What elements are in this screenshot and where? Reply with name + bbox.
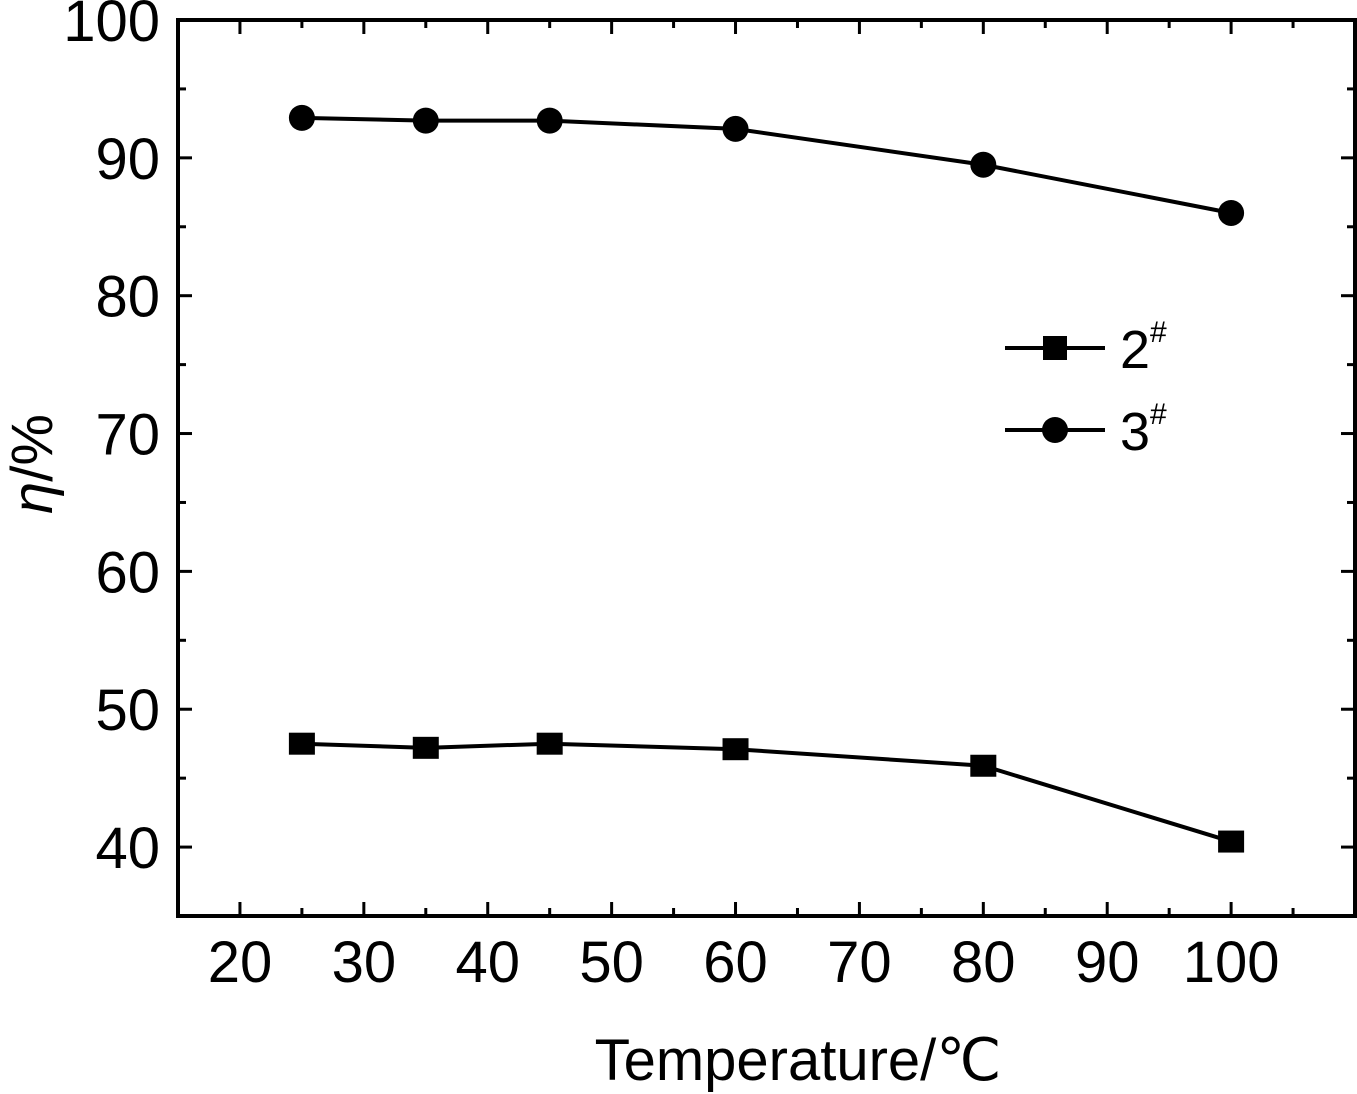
x-tick-label: 40 — [455, 930, 520, 995]
svg-text:η/%: η/% — [0, 414, 65, 514]
ticks: 20 30 40 50 60 70 80 90 100 40 50 60 70 80 90 100 — [63, 0, 1355, 995]
y-axis-title-unit: /% — [0, 414, 65, 482]
data-point-square — [412, 736, 439, 759]
data-point-circle — [1218, 199, 1245, 226]
y-axis-title: η/% — [0, 414, 65, 514]
x-tick-label: 30 — [332, 930, 397, 995]
legend-sup-series-1: # — [1150, 316, 1167, 349]
data-point-square — [970, 754, 997, 777]
legend-marker-circle — [1042, 417, 1068, 443]
data-point-circle — [970, 151, 997, 178]
y-tick-label: 60 — [95, 540, 160, 605]
data-point-circle — [288, 104, 315, 131]
data-point-square — [722, 738, 749, 761]
y-tick-label: 100 — [63, 0, 160, 54]
y-tick-label: 50 — [95, 678, 160, 743]
x-tick-label: 90 — [1075, 930, 1140, 995]
x-tick-label: 20 — [208, 930, 273, 995]
svg-text:3#: 3# — [1120, 398, 1167, 462]
data-point-square — [288, 732, 315, 755]
legend-sup-series-2: # — [1150, 398, 1167, 431]
legend-item-series-1: 2# — [1005, 316, 1167, 380]
data-point-circle — [536, 107, 563, 134]
series-2 — [288, 104, 1245, 226]
plot-frame — [176, 18, 1357, 918]
data-point-circle — [722, 115, 749, 142]
data-point-square — [536, 732, 563, 755]
y-axis-title-symbol: η — [0, 482, 65, 514]
series — [288, 104, 1245, 853]
y-tick-label: 90 — [95, 127, 160, 192]
data-point-square — [1218, 830, 1245, 853]
legend-label-series-1: 2 — [1120, 320, 1150, 380]
x-tick-label: 50 — [579, 930, 644, 995]
svg-text:2#: 2# — [1120, 316, 1167, 380]
y-tick-label: 70 — [95, 403, 160, 468]
series-1-line — [301, 741, 1232, 844]
y-tick-label: 80 — [95, 265, 160, 330]
series-1 — [288, 732, 1245, 853]
x-tick-label: 100 — [1183, 930, 1280, 995]
series-2-line — [301, 115, 1232, 215]
legend-label-series-2: 3 — [1120, 402, 1150, 462]
x-tick-label: 70 — [827, 930, 892, 995]
data-point-circle — [412, 107, 439, 134]
legend-item-series-2: 3# — [1005, 398, 1167, 462]
x-tick-label: 80 — [951, 930, 1016, 995]
x-tick-label: 60 — [703, 930, 768, 995]
x-axis-title: Temperature/℃ — [595, 1028, 1002, 1093]
axes — [176, 18, 1357, 918]
legend-marker-square — [1043, 336, 1067, 360]
y-tick-label: 40 — [95, 816, 160, 881]
legend: 2# 3# — [1005, 316, 1167, 462]
